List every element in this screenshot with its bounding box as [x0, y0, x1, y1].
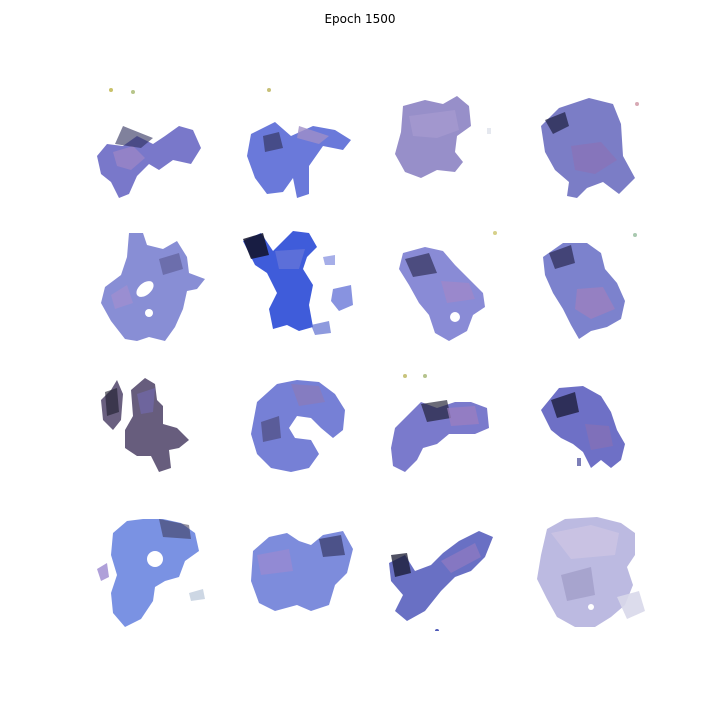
sample-image	[239, 372, 355, 488]
blob-shape	[97, 126, 201, 198]
sample-image	[239, 86, 355, 202]
sample-image	[531, 86, 647, 202]
blob-shape	[389, 531, 493, 621]
figure-title: Epoch 1500	[324, 12, 396, 26]
sample-image	[385, 86, 501, 202]
sample-image	[93, 229, 209, 345]
generated-samples-grid	[93, 86, 647, 632]
sample-image	[531, 229, 647, 345]
sample-image	[93, 372, 209, 488]
sample-image	[531, 515, 647, 631]
blob-shape	[251, 380, 345, 472]
sample-image	[93, 86, 209, 202]
sample-image	[385, 515, 501, 631]
sample-image	[93, 515, 209, 631]
sample-image	[239, 515, 355, 631]
blob-shape	[111, 519, 199, 627]
sample-image	[385, 372, 501, 488]
sample-image	[239, 229, 355, 345]
sample-image	[531, 372, 647, 488]
sample-image	[385, 229, 501, 345]
blob-shape	[541, 386, 625, 468]
